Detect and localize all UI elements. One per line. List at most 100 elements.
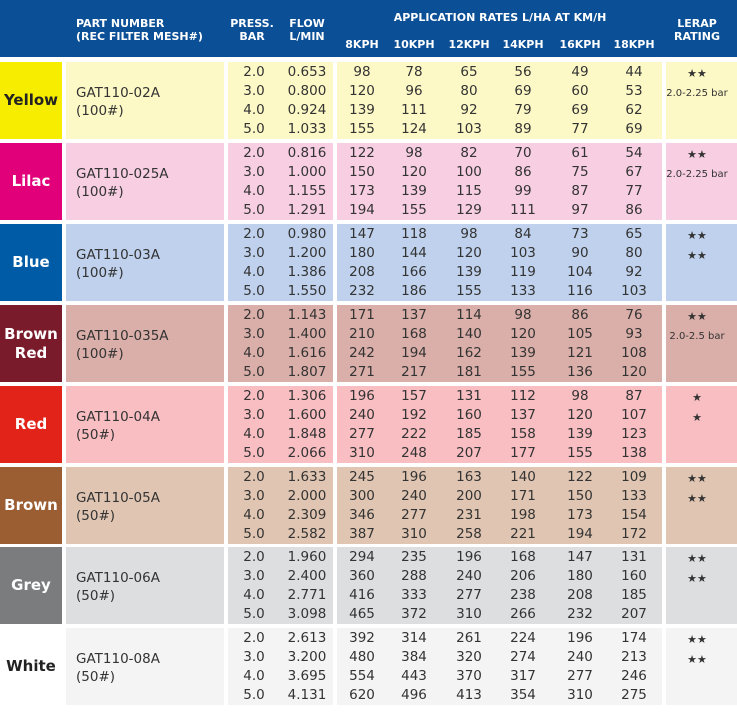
row-color-label: Grey	[0, 547, 62, 624]
rate: 155	[349, 121, 375, 137]
rate: 78	[405, 64, 423, 80]
pressure: 2.0	[243, 307, 265, 323]
rate: 196	[456, 549, 482, 565]
rate: 104	[567, 264, 593, 280]
row-color-label: Red	[0, 386, 62, 463]
panel	[228, 467, 333, 544]
rate: 69	[571, 102, 589, 118]
rate: 206	[510, 568, 536, 584]
rate: 116	[567, 283, 593, 299]
pressure: 3.0	[243, 164, 265, 180]
panel	[666, 224, 737, 301]
flow: 2.582	[287, 526, 327, 542]
rate: 60	[571, 83, 589, 99]
pressure: 3.0	[243, 245, 265, 261]
rate: 320	[456, 649, 482, 665]
rate: 136	[567, 364, 593, 380]
lerap: ★★	[687, 653, 707, 666]
rate: 105	[567, 326, 593, 342]
rate: 144	[401, 245, 427, 261]
rate: 217	[401, 364, 427, 380]
rate: 317	[510, 668, 536, 684]
panel	[66, 628, 224, 705]
rate: 121	[567, 345, 593, 361]
header-text: 12KPH	[448, 38, 490, 51]
rate: 131	[621, 549, 647, 565]
rate: 139	[401, 183, 427, 199]
rate: 56	[514, 64, 532, 80]
pressure: 2.0	[243, 145, 265, 161]
flow: 1.155	[287, 183, 327, 199]
pressure: 4.0	[243, 183, 265, 199]
flow: 2.400	[287, 568, 327, 584]
rate: 174	[621, 630, 647, 646]
rate: 129	[456, 202, 482, 218]
rate: 139	[456, 264, 482, 280]
flow: 0.980	[287, 226, 327, 242]
rate: 310	[349, 445, 375, 461]
lerap: ★★	[687, 148, 707, 161]
rate: 92	[625, 264, 643, 280]
rate: 87	[625, 388, 643, 404]
rate: 65	[625, 226, 643, 242]
header-text: 18KPH	[613, 38, 655, 51]
part-number: GAT110-03A	[76, 247, 160, 263]
rate: 80	[460, 83, 478, 99]
lerap: ★★	[687, 472, 707, 485]
rate: 554	[349, 668, 375, 684]
rate: 70	[514, 145, 532, 161]
rate: 49	[571, 64, 589, 80]
pressure: 3.0	[243, 326, 265, 342]
rate: 140	[456, 326, 482, 342]
rate: 80	[625, 245, 643, 261]
header-text: 16KPH	[559, 38, 601, 51]
panel	[66, 386, 224, 463]
lerap: ★★	[687, 67, 707, 80]
panel	[666, 547, 737, 624]
rate: 120	[401, 164, 427, 180]
pressure: 4.0	[243, 507, 265, 523]
rate: 240	[567, 649, 593, 665]
rate: 310	[401, 526, 427, 542]
rate: 65	[460, 64, 478, 80]
rate: 181	[456, 364, 482, 380]
rate: 131	[456, 388, 482, 404]
rate: 90	[571, 245, 589, 261]
rate: 196	[567, 630, 593, 646]
rate: 240	[349, 407, 375, 423]
panel	[66, 547, 224, 624]
lerap: ★	[692, 411, 702, 424]
panel	[666, 628, 737, 705]
part-number: GAT110-06A	[76, 570, 160, 586]
pressure: 5.0	[243, 283, 265, 299]
rate: 294	[349, 549, 375, 565]
row-color-label: White	[0, 628, 62, 705]
mesh: (100#)	[76, 103, 124, 119]
rate: 133	[621, 488, 647, 504]
flow: 1.033	[287, 121, 327, 137]
rate: 173	[349, 183, 375, 199]
pressure: 3.0	[243, 407, 265, 423]
rate: 266	[510, 606, 536, 622]
rate: 154	[621, 507, 647, 523]
rate: 392	[349, 630, 375, 646]
rate: 207	[621, 606, 647, 622]
rate: 620	[349, 687, 375, 703]
rate: 96	[405, 83, 423, 99]
rate: 69	[625, 121, 643, 137]
rate: 192	[401, 407, 427, 423]
rate: 173	[567, 507, 593, 523]
part-number: GAT110-05A	[76, 490, 160, 506]
flow: 2.771	[287, 587, 327, 603]
flow: 0.924	[287, 102, 327, 118]
rate: 180	[349, 245, 375, 261]
rate: 150	[567, 488, 593, 504]
rate: 77	[625, 183, 643, 199]
rate: 82	[460, 145, 478, 161]
rate: 277	[349, 426, 375, 442]
rate: 103	[621, 283, 647, 299]
rate: 186	[401, 283, 427, 299]
rate: 207	[456, 445, 482, 461]
pressure: 4.0	[243, 264, 265, 280]
rate: 120	[349, 83, 375, 99]
